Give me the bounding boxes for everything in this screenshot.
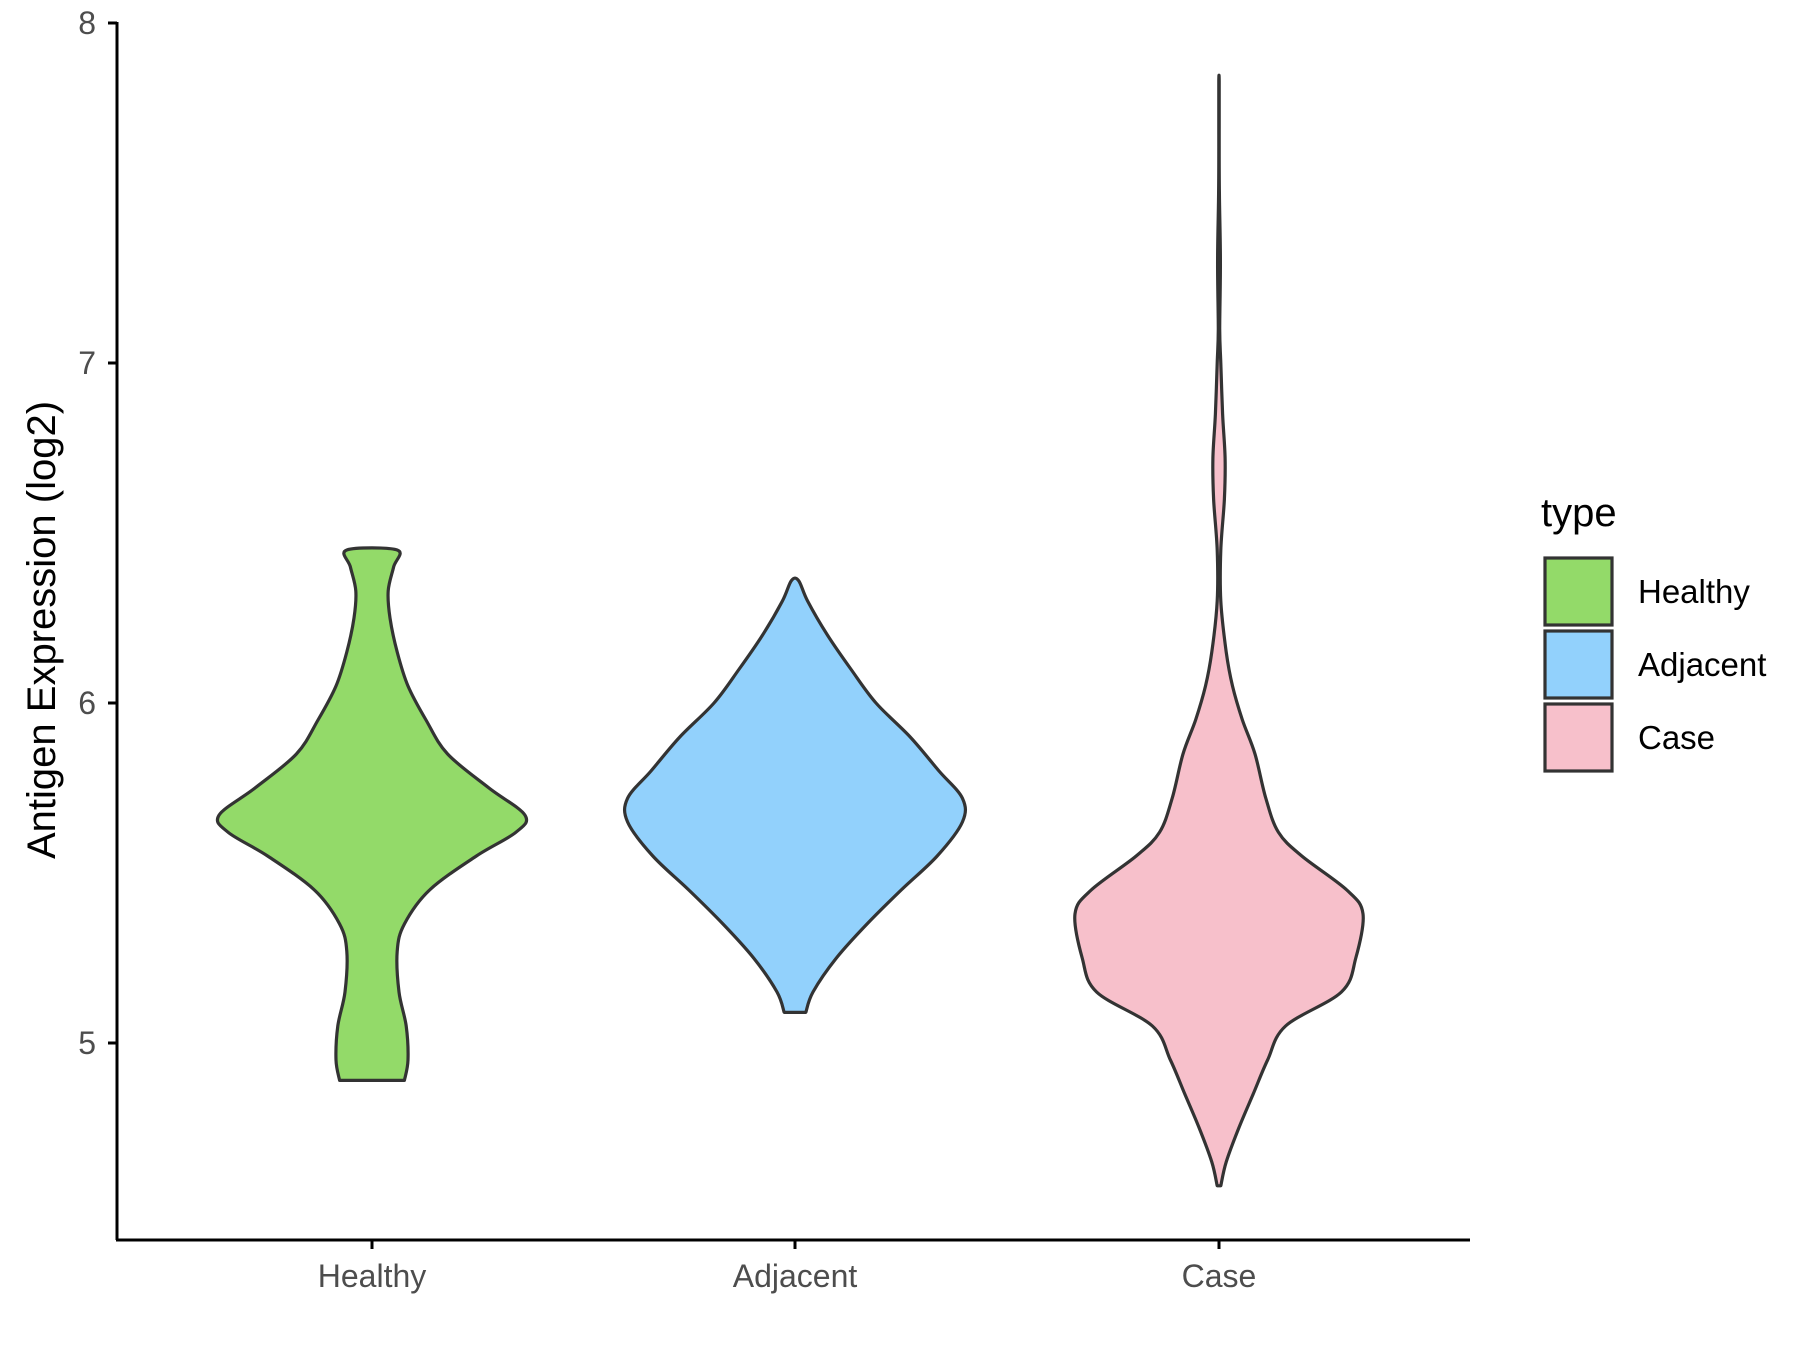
violin-case (1073, 73, 1365, 1188)
axes-layer (115, 22, 1470, 1242)
y-tick-label-5: 5 (78, 1025, 96, 1061)
x-tick-label-case: Case (1182, 1258, 1257, 1294)
legend: type Healthy Adjacent Case (1541, 491, 1766, 773)
x-tick-label-healthy: Healthy (318, 1258, 427, 1294)
legend-key-healthy (1543, 556, 1614, 627)
legend-key-case (1543, 702, 1614, 773)
legend-label-adjacent: Adjacent (1638, 646, 1766, 683)
legend-label-healthy: Healthy (1638, 573, 1750, 610)
violin-adjacent (622, 576, 968, 1014)
x-tick-label-adjacent: Adjacent (733, 1258, 858, 1294)
legend-title: type (1541, 491, 1617, 535)
ticks-layer: 5 6 7 8 Healthy Adjacent Case (78, 5, 1256, 1294)
y-tick-label-6: 6 (78, 685, 96, 721)
violins-layer (215, 73, 1365, 1188)
legend-label-case: Case (1638, 719, 1715, 756)
violin-healthy (215, 546, 529, 1082)
y-axis-title: Antigen Expression (log2) (20, 401, 64, 859)
y-tick-label-7: 7 (78, 345, 96, 381)
legend-key-adjacent (1543, 629, 1614, 700)
y-tick-label-8: 8 (78, 5, 96, 41)
